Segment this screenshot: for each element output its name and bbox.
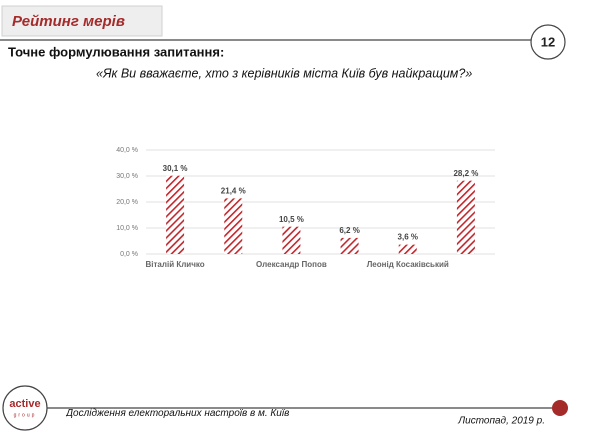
value-label: 21,4 % [221,186,246,195]
value-label: 6,2 % [339,226,359,235]
value-label: 3,6 % [398,233,418,242]
page-number: 12 [541,34,555,49]
question-label: Точне формулювання запитання: [8,44,224,59]
value-label: 30,1 % [163,164,188,173]
source: Дослідження електоральних настроїв в м. … [66,408,290,419]
value-label: 28,2 % [453,169,478,178]
logo-main: active [9,398,40,410]
bar [340,237,359,254]
x-tick-label: Віталій Кличко [146,260,205,269]
date: Листопад, 2019 р. [457,416,545,427]
x-tick-label: Леонід Косаківський [367,260,449,269]
y-tick-label: 40,0 % [116,147,138,154]
logo-sub: group [14,412,37,418]
y-tick-label: 30,0 % [116,173,138,180]
page-badge [530,24,566,60]
chart: 0,0 % 10,0 % 20,0 % 30,0 % 40,0 % 30,1 % Вітал… [116,147,495,269]
bar [224,198,243,254]
slide-title: Рейтинг мерів [12,13,125,30]
question: «Як Ви вважаєте, хто з керівників міста … [96,66,472,80]
y-tick-label: 10,0 % [116,225,138,232]
y-tick-label: 20,0 % [116,199,138,206]
source-box: Дослідження електоральних настроїв в м. … [66,408,290,419]
bar [166,175,185,254]
bar [398,244,417,254]
title-box [1,5,163,37]
x-tick-label: Олександр Попов [256,260,327,269]
bar [282,226,301,254]
bar [456,180,475,254]
value-label: 10,5 % [279,215,304,224]
y-tick-label: 0,0 % [120,251,138,258]
footer-dot [552,400,568,416]
